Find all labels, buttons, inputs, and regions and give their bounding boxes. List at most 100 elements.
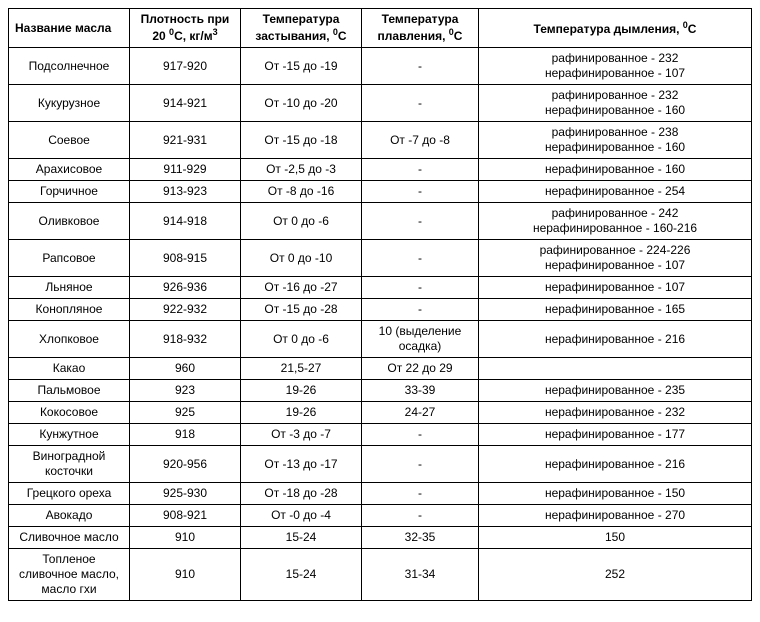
cell-name: Горчичное: [9, 181, 130, 203]
cell-melt: 32-35: [362, 527, 479, 549]
smoke-line: рафинированное - 232: [483, 88, 747, 103]
cell-freeze: От 0 до -6: [241, 203, 362, 240]
cell-smoke: нерафинированное - 165: [479, 299, 752, 321]
cell-density: 914-921: [130, 85, 241, 122]
cell-density: 923: [130, 380, 241, 402]
cell-name: Какао: [9, 358, 130, 380]
cell-melt: -: [362, 181, 479, 203]
cell-density: 920-956: [130, 446, 241, 483]
cell-density: 914-918: [130, 203, 241, 240]
cell-density: 918-932: [130, 321, 241, 358]
cell-melt: 10 (выделение осадка): [362, 321, 479, 358]
cell-smoke: рафинированное - 232нерафинированное - 1…: [479, 48, 752, 85]
cell-melt: -: [362, 159, 479, 181]
table-row: Виноградной косточки920-956От -13 до -17…: [9, 446, 752, 483]
cell-freeze: От -15 до -28: [241, 299, 362, 321]
cell-freeze: 19-26: [241, 380, 362, 402]
cell-smoke: рафинированное - 224-226нерафинированное…: [479, 240, 752, 277]
cell-name: Авокадо: [9, 505, 130, 527]
cell-freeze: 15-24: [241, 527, 362, 549]
cell-freeze: 21,5-27: [241, 358, 362, 380]
smoke-line: нерафинированное - 107: [483, 258, 747, 273]
table-row: Хлопковое918-932От 0 до -610 (выделение …: [9, 321, 752, 358]
cell-melt: -: [362, 446, 479, 483]
cell-density: 910: [130, 549, 241, 601]
cell-melt: -: [362, 505, 479, 527]
smoke-line: нерафинированное - 107: [483, 280, 747, 295]
cell-smoke: нерафинированное - 160: [479, 159, 752, 181]
smoke-line: нерафинированное - 150: [483, 486, 747, 501]
cell-smoke: рафинированное - 242нерафинированное - 1…: [479, 203, 752, 240]
cell-density: 913-923: [130, 181, 241, 203]
cell-name: Кокосовое: [9, 402, 130, 424]
cell-smoke: нерафинированное - 216: [479, 321, 752, 358]
cell-smoke: нерафинированное - 150: [479, 483, 752, 505]
col-header-melt: Температура плавления, 0С: [362, 9, 479, 48]
table-row: Конопляное922-932От -15 до -28-нерафинир…: [9, 299, 752, 321]
table-row: Соевое921-931От -15 до -18От -7 до -8раф…: [9, 122, 752, 159]
cell-freeze: От -0 до -4: [241, 505, 362, 527]
smoke-line: рафинированное - 242: [483, 206, 747, 221]
cell-name: Пальмовое: [9, 380, 130, 402]
table-row: Арахисовое911-929От -2,5 до -3-нерафинир…: [9, 159, 752, 181]
cell-melt: От 22 до 29: [362, 358, 479, 380]
smoke-line: нерафинированное - 235: [483, 383, 747, 398]
cell-density: 908-915: [130, 240, 241, 277]
cell-density: 921-931: [130, 122, 241, 159]
cell-smoke: рафинированное - 232нерафинированное - 1…: [479, 85, 752, 122]
cell-melt: -: [362, 48, 479, 85]
cell-freeze: От -10 до -20: [241, 85, 362, 122]
cell-name: Кукурузное: [9, 85, 130, 122]
cell-freeze: От 0 до -6: [241, 321, 362, 358]
cell-melt: -: [362, 240, 479, 277]
cell-density: 910: [130, 527, 241, 549]
table-row: Кунжутное918От -3 до -7-нерафинированное…: [9, 424, 752, 446]
cell-smoke: нерафинированное - 235: [479, 380, 752, 402]
smoke-line: 252: [483, 567, 747, 582]
cell-density: 911-929: [130, 159, 241, 181]
table-row: Кукурузное914-921От -10 до -20-рафиниров…: [9, 85, 752, 122]
table-row: Топленое сливочное масло, масло гхи91015…: [9, 549, 752, 601]
cell-name: Подсолнечное: [9, 48, 130, 85]
smoke-line: нерафинированное - 160: [483, 103, 747, 118]
smoke-line: нерафинированное - 107: [483, 66, 747, 81]
cell-freeze: От -15 до -18: [241, 122, 362, 159]
cell-melt: От -7 до -8: [362, 122, 479, 159]
cell-name: Кунжутное: [9, 424, 130, 446]
table-row: Рапсовое908-915От 0 до -10-рафинированно…: [9, 240, 752, 277]
cell-smoke: 150: [479, 527, 752, 549]
cell-freeze: От 0 до -10: [241, 240, 362, 277]
table-row: Авокадо908-921От -0 до -4-нерафинированн…: [9, 505, 752, 527]
cell-freeze: 19-26: [241, 402, 362, 424]
cell-melt: -: [362, 203, 479, 240]
cell-melt: 33-39: [362, 380, 479, 402]
table-row: Кокосовое92519-2624-27 нерафинированное -…: [9, 402, 752, 424]
cell-smoke: рафинированное - 238нерафинированное - 1…: [479, 122, 752, 159]
cell-melt: 24-27: [362, 402, 479, 424]
cell-melt: 31-34: [362, 549, 479, 601]
cell-melt: -: [362, 483, 479, 505]
cell-smoke: нерафинированное - 232: [479, 402, 752, 424]
cell-smoke: нерафинированное - 107: [479, 277, 752, 299]
smoke-line: рафинированное - 238: [483, 125, 747, 140]
cell-melt: -: [362, 424, 479, 446]
smoke-line: нерафинированное - 270: [483, 508, 747, 523]
cell-density: 908-921: [130, 505, 241, 527]
cell-freeze: 15-24: [241, 549, 362, 601]
smoke-line: нерафинированное - 216: [483, 457, 747, 472]
cell-name: Оливковое: [9, 203, 130, 240]
smoke-line: рафинированное - 224-226: [483, 243, 747, 258]
cell-name: Сливочное масло: [9, 527, 130, 549]
cell-smoke: нерафинированное - 254: [479, 181, 752, 203]
cell-freeze: От -18 до -28: [241, 483, 362, 505]
smoke-line: нерафинированное - 232: [483, 405, 747, 420]
cell-freeze: От -15 до -19: [241, 48, 362, 85]
cell-name: Грецкого ореха: [9, 483, 130, 505]
table-row: Горчичное913-923От -8 до -16-нерафиниров…: [9, 181, 752, 203]
cell-name: Хлопковое: [9, 321, 130, 358]
cell-name: Виноградной косточки: [9, 446, 130, 483]
cell-melt: -: [362, 277, 479, 299]
smoke-line: нерафинированное - 216: [483, 332, 747, 347]
cell-density: 925: [130, 402, 241, 424]
cell-density: 917-920: [130, 48, 241, 85]
